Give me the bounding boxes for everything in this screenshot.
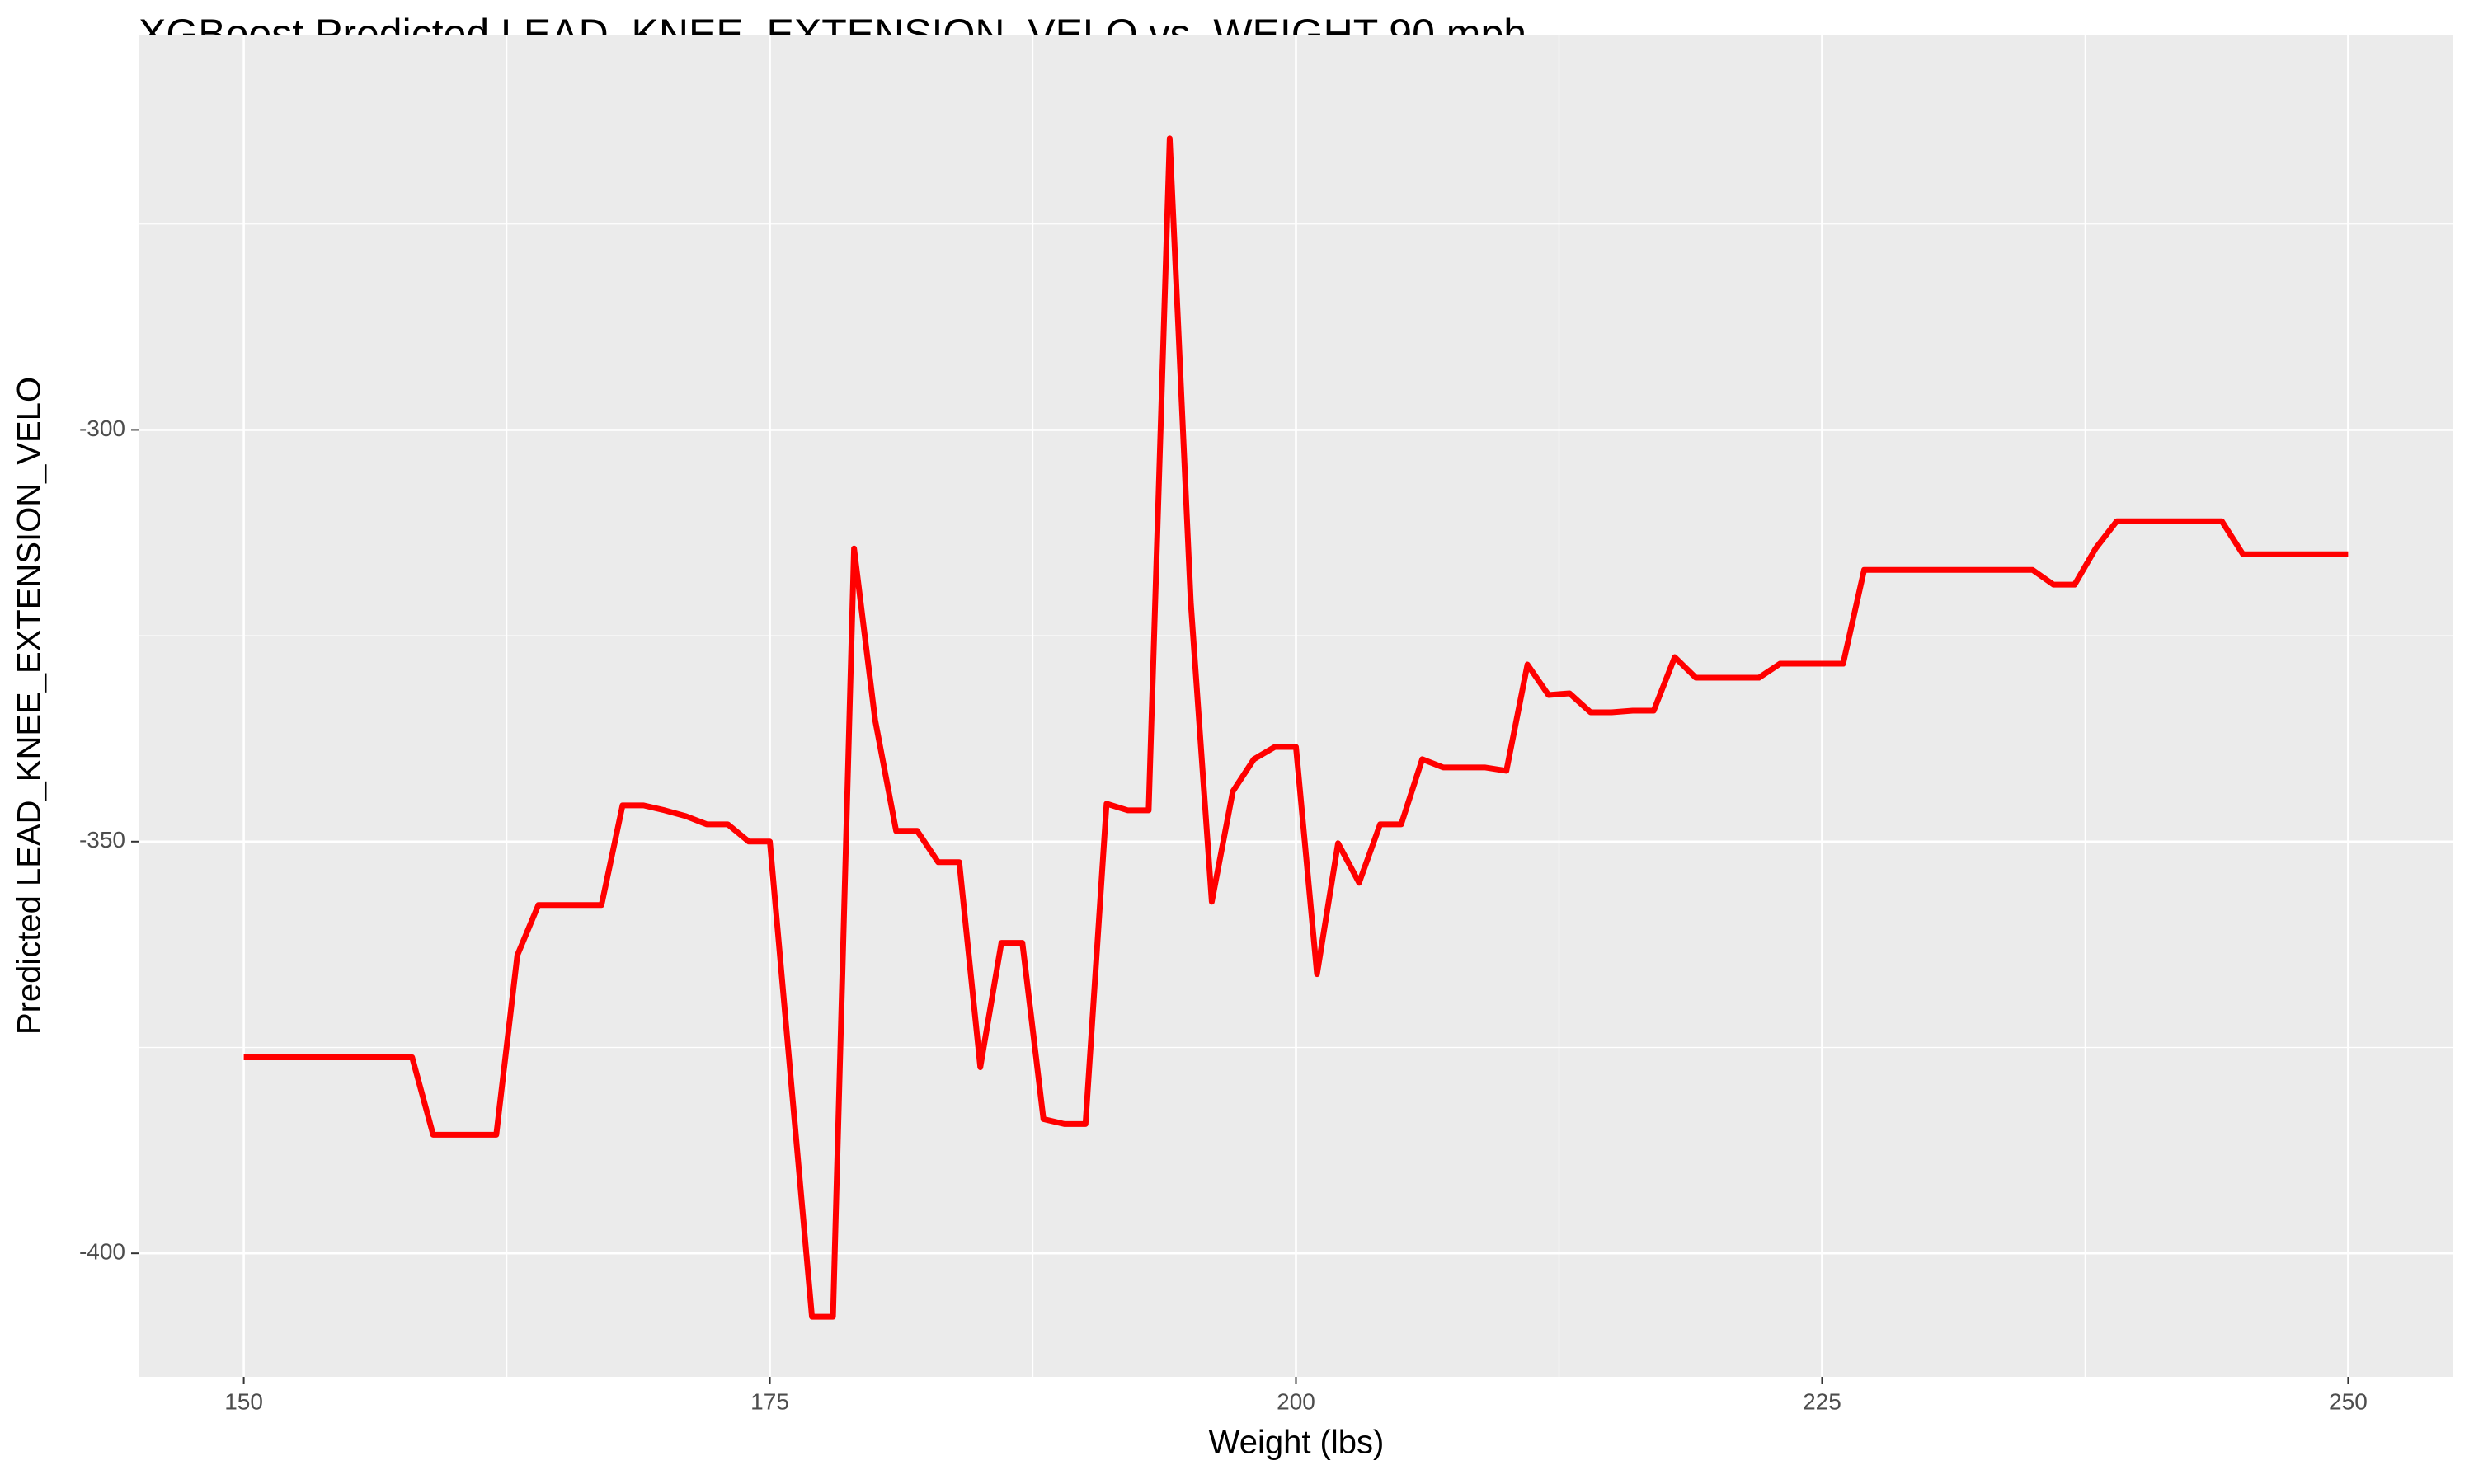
x-tick-label: 250	[2329, 1388, 2368, 1414]
x-tick-label: 150	[224, 1388, 263, 1414]
y-axis-title: Predicted LEAD_KNEE_EXTENSION_VELO	[12, 377, 48, 1035]
data-line	[243, 135, 2349, 1320]
y-tick-label: -300	[79, 416, 125, 441]
y-tick-label: -400	[79, 1239, 125, 1265]
x-axis-title: Weight (lbs)	[1209, 1425, 1385, 1461]
x-tick-label: 200	[1277, 1388, 1315, 1414]
y-tick-label: -350	[79, 827, 125, 852]
x-tick-label: 225	[1803, 1388, 1841, 1414]
x-tick-label: 175	[750, 1388, 789, 1414]
